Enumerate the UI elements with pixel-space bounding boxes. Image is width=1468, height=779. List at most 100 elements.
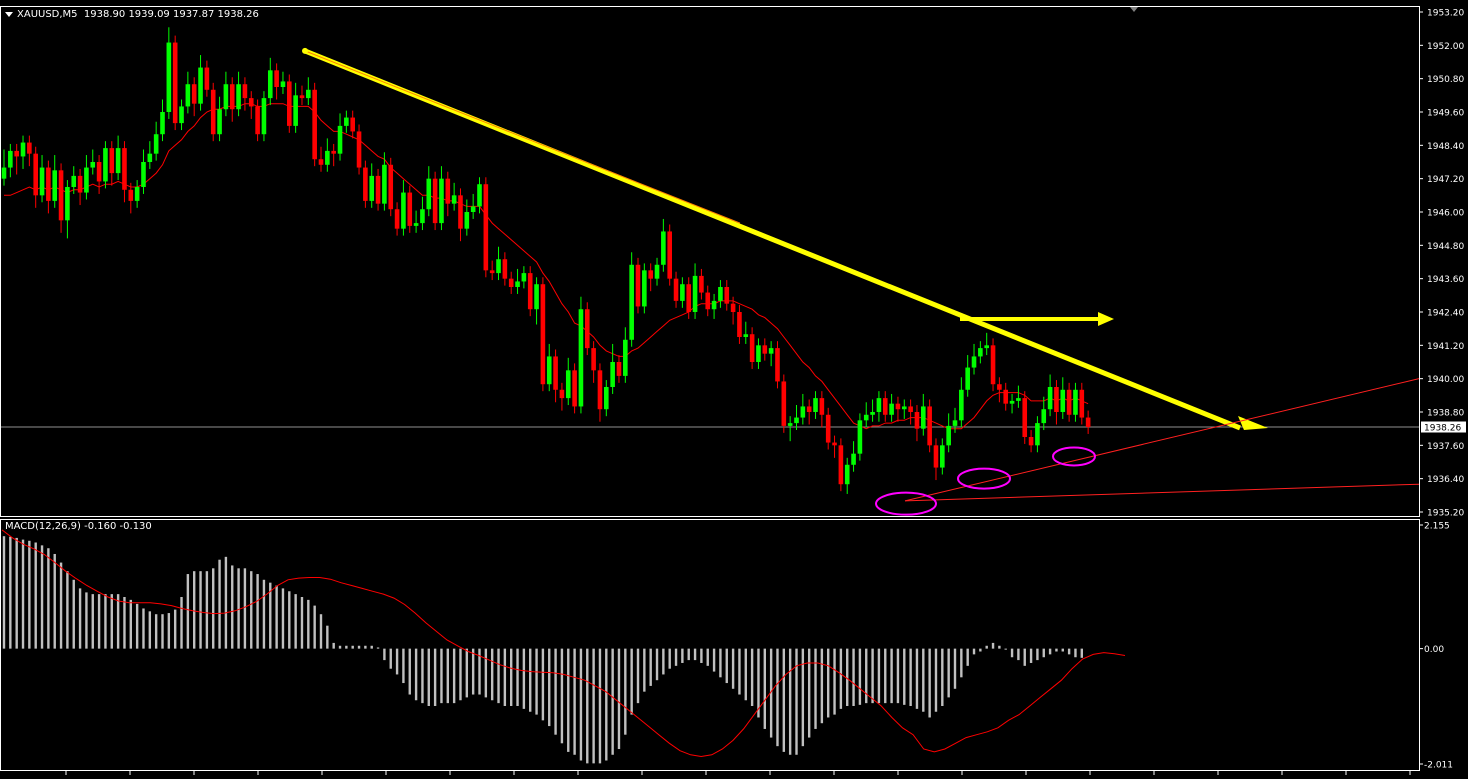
bear-candle <box>14 150 19 157</box>
bear-candle <box>597 370 603 410</box>
bull-candle <box>901 406 907 410</box>
macd-bar <box>40 545 44 649</box>
symbol-header: XAUUSD,M5 1938.90 1939.09 1937.87 1938.2… <box>5 9 259 20</box>
bear-candle <box>33 153 38 196</box>
bull-candle <box>604 387 609 410</box>
macd-bar <box>852 648 855 706</box>
bull-candle <box>470 206 476 212</box>
macd-panel-border <box>0 519 1420 771</box>
macd-bar <box>193 571 196 649</box>
macd-bar <box>345 645 348 649</box>
moving-average-line <box>4 103 1089 430</box>
bull-candle <box>306 89 311 99</box>
macd-bar <box>465 648 469 698</box>
chevron-down-icon[interactable] <box>5 11 13 17</box>
price-tick-label: 1953.20 <box>1427 9 1464 19</box>
bull-candle <box>84 167 89 193</box>
bull-candle <box>813 398 818 412</box>
macd-bar <box>611 648 614 755</box>
current-price-label: 1938.26 <box>1424 424 1461 434</box>
macd-bar <box>953 648 957 689</box>
macd-bar <box>28 540 31 649</box>
bear-candle <box>77 175 83 193</box>
macd-bar <box>91 594 94 649</box>
price-tick-label: 1944.80 <box>1427 242 1464 252</box>
bull-candle <box>851 453 856 465</box>
candlestick-series <box>1 27 1091 494</box>
macd-bar <box>395 648 399 675</box>
price-tick-label: 1937.60 <box>1427 442 1464 452</box>
macd-tick-label: -2.011 <box>1424 761 1453 771</box>
macd-bar <box>370 645 373 649</box>
bear-candle <box>895 403 901 410</box>
macd-bar <box>998 645 1001 649</box>
bull-candle <box>654 264 660 279</box>
bull-candle <box>115 148 121 174</box>
macd-bar <box>357 645 361 649</box>
macd-bar <box>668 648 671 669</box>
bull-candle <box>863 414 869 421</box>
bear-candle <box>933 445 939 468</box>
bear-candle <box>58 170 64 221</box>
bull-candle <box>39 167 45 196</box>
macd-bar <box>471 648 475 695</box>
macd-bar <box>681 648 684 663</box>
macd-bar <box>674 648 678 666</box>
bear-candle <box>242 84 248 99</box>
macd-bar <box>516 648 519 706</box>
bear-candle <box>1022 398 1028 437</box>
bear-candle <box>458 195 463 229</box>
macd-bar <box>186 574 190 649</box>
macd-bar <box>497 648 500 704</box>
price-tick-label: 1948.40 <box>1427 142 1464 152</box>
bear-candle <box>483 184 489 271</box>
bear-candle <box>806 406 812 412</box>
macd-bar <box>579 648 583 761</box>
bear-candle <box>508 278 514 287</box>
bull-candle <box>160 112 165 135</box>
macd-bar <box>510 648 513 706</box>
macd-bar <box>979 648 982 652</box>
bear-candle <box>210 89 216 135</box>
bear-candle <box>908 406 913 412</box>
macd-histogram <box>2 536 1083 764</box>
bear-candle <box>838 445 844 485</box>
bear-candle <box>686 284 692 312</box>
macd-bar <box>173 609 177 649</box>
macd-bar <box>801 648 805 747</box>
price-axis: 1953.20 1952.00 1950.80 1949.60 1948.40 1947.… <box>1419 9 1466 519</box>
macd-bar <box>484 648 488 698</box>
bear-candle <box>914 412 920 429</box>
macd-bar <box>814 648 817 729</box>
bear-candle <box>781 381 787 426</box>
macd-bar <box>586 648 589 764</box>
bull-candle <box>464 212 470 229</box>
bear-candle <box>96 162 102 182</box>
macd-header: MACD(12,26,9) -0.160 -0.130 <box>5 521 152 532</box>
macd-bar <box>960 648 963 678</box>
macd-bar <box>116 594 120 649</box>
macd-bar <box>446 648 449 704</box>
bear-candle <box>762 345 768 354</box>
macd-bar <box>890 648 893 704</box>
macd-bar <box>288 591 291 649</box>
bear-candle <box>255 106 260 135</box>
bear-candle <box>832 442 837 446</box>
signal-line <box>1 529 1126 758</box>
macd-bar <box>490 648 494 701</box>
macd-bar <box>72 579 75 649</box>
bear-candle <box>927 406 932 446</box>
bull-candle <box>952 420 958 426</box>
bear-candle <box>489 270 495 274</box>
bull-candle <box>179 106 184 124</box>
bull-candle <box>787 423 793 426</box>
macd-bar <box>59 562 63 649</box>
bull-candle <box>711 300 717 310</box>
macd-bar <box>896 648 900 704</box>
macd-bar <box>706 648 709 666</box>
bear-candle <box>572 370 577 407</box>
trendline-annotations[interactable] <box>302 47 1420 516</box>
bull-candle <box>844 464 850 485</box>
